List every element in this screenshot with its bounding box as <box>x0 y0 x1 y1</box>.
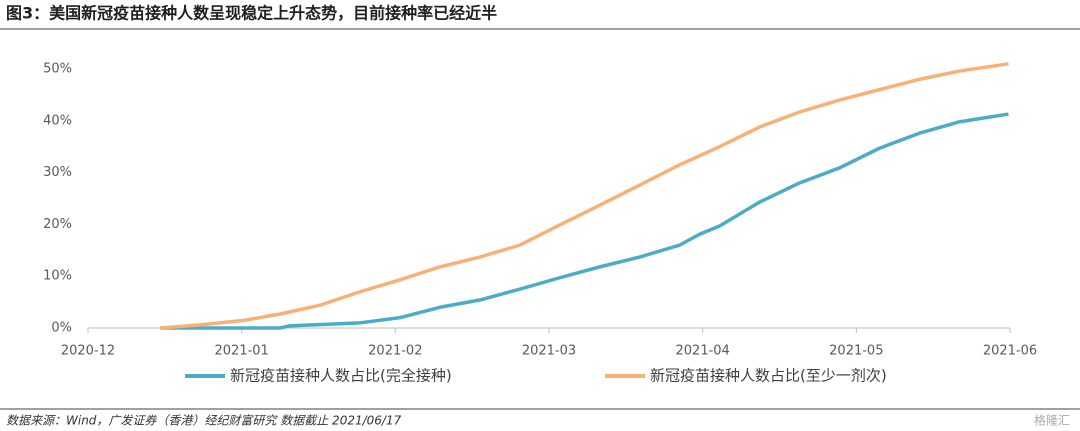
y-tick-label: 10% <box>43 269 72 284</box>
x-tick-label: 2021-02 <box>368 344 422 359</box>
watermark: 格隆汇 <box>1034 413 1070 428</box>
x-tick-label: 2021-05 <box>829 344 883 359</box>
x-tick-label: 2020-12 <box>61 344 115 359</box>
y-tick-label: 20% <box>43 217 72 232</box>
series-line <box>160 62 1009 330</box>
x-tick-label: 2021-04 <box>676 344 730 359</box>
series-line <box>160 112 1009 330</box>
y-tick-label: 50% <box>43 62 72 77</box>
x-tick-label: 2021-03 <box>522 344 576 359</box>
y-tick-label: 40% <box>43 113 72 128</box>
source-note: 数据来源：Wind，广发证券（香港）经纪财富研究 数据截止 2021/06/17 <box>6 414 402 428</box>
legend-label: 新冠疫苗接种人数占比(完全接种) <box>230 367 452 385</box>
legend-label: 新冠疫苗接种人数占比(至少一剂次) <box>650 367 887 385</box>
y-tick-label: 0% <box>51 321 72 336</box>
chart-title: 图3：美国新冠疫苗接种人数呈现稳定上升态势，目前接种率已经近半 <box>6 4 497 23</box>
y-tick-label: 30% <box>43 165 72 180</box>
x-tick-label: 2021-01 <box>215 344 269 359</box>
x-tick-label: 2021-06 <box>983 344 1037 359</box>
